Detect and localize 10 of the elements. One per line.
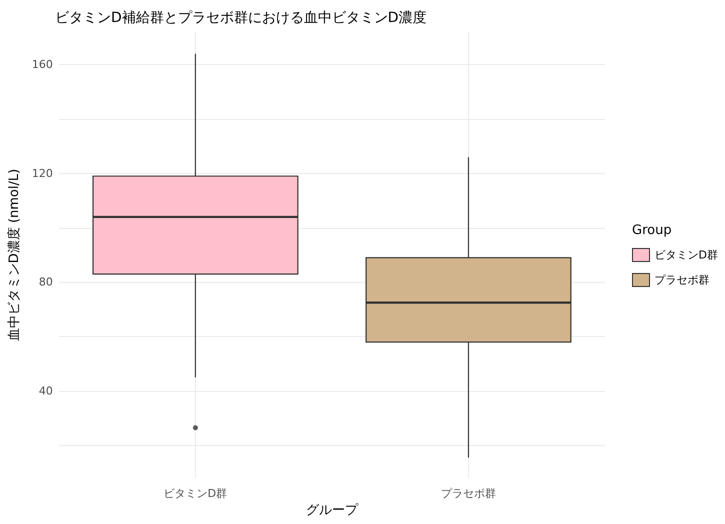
legend-label: ビタミンD群 xyxy=(654,248,718,262)
x-axis-title: グループ xyxy=(306,503,359,518)
legend-label: プラセボ群 xyxy=(654,274,710,286)
legend-title: Group xyxy=(632,223,672,238)
y-tick-label: 120 xyxy=(32,166,53,180)
y-tick-label: 40 xyxy=(38,384,53,398)
y-axis-title: 血中ビタミンD濃度 (nmol/L) xyxy=(6,168,22,342)
chart-title: ビタミンD補給群とプラセボ群における血中ビタミンD濃度 xyxy=(55,10,427,26)
y-tick-label: 80 xyxy=(38,276,53,289)
y-tick-label: 160 xyxy=(32,58,53,72)
